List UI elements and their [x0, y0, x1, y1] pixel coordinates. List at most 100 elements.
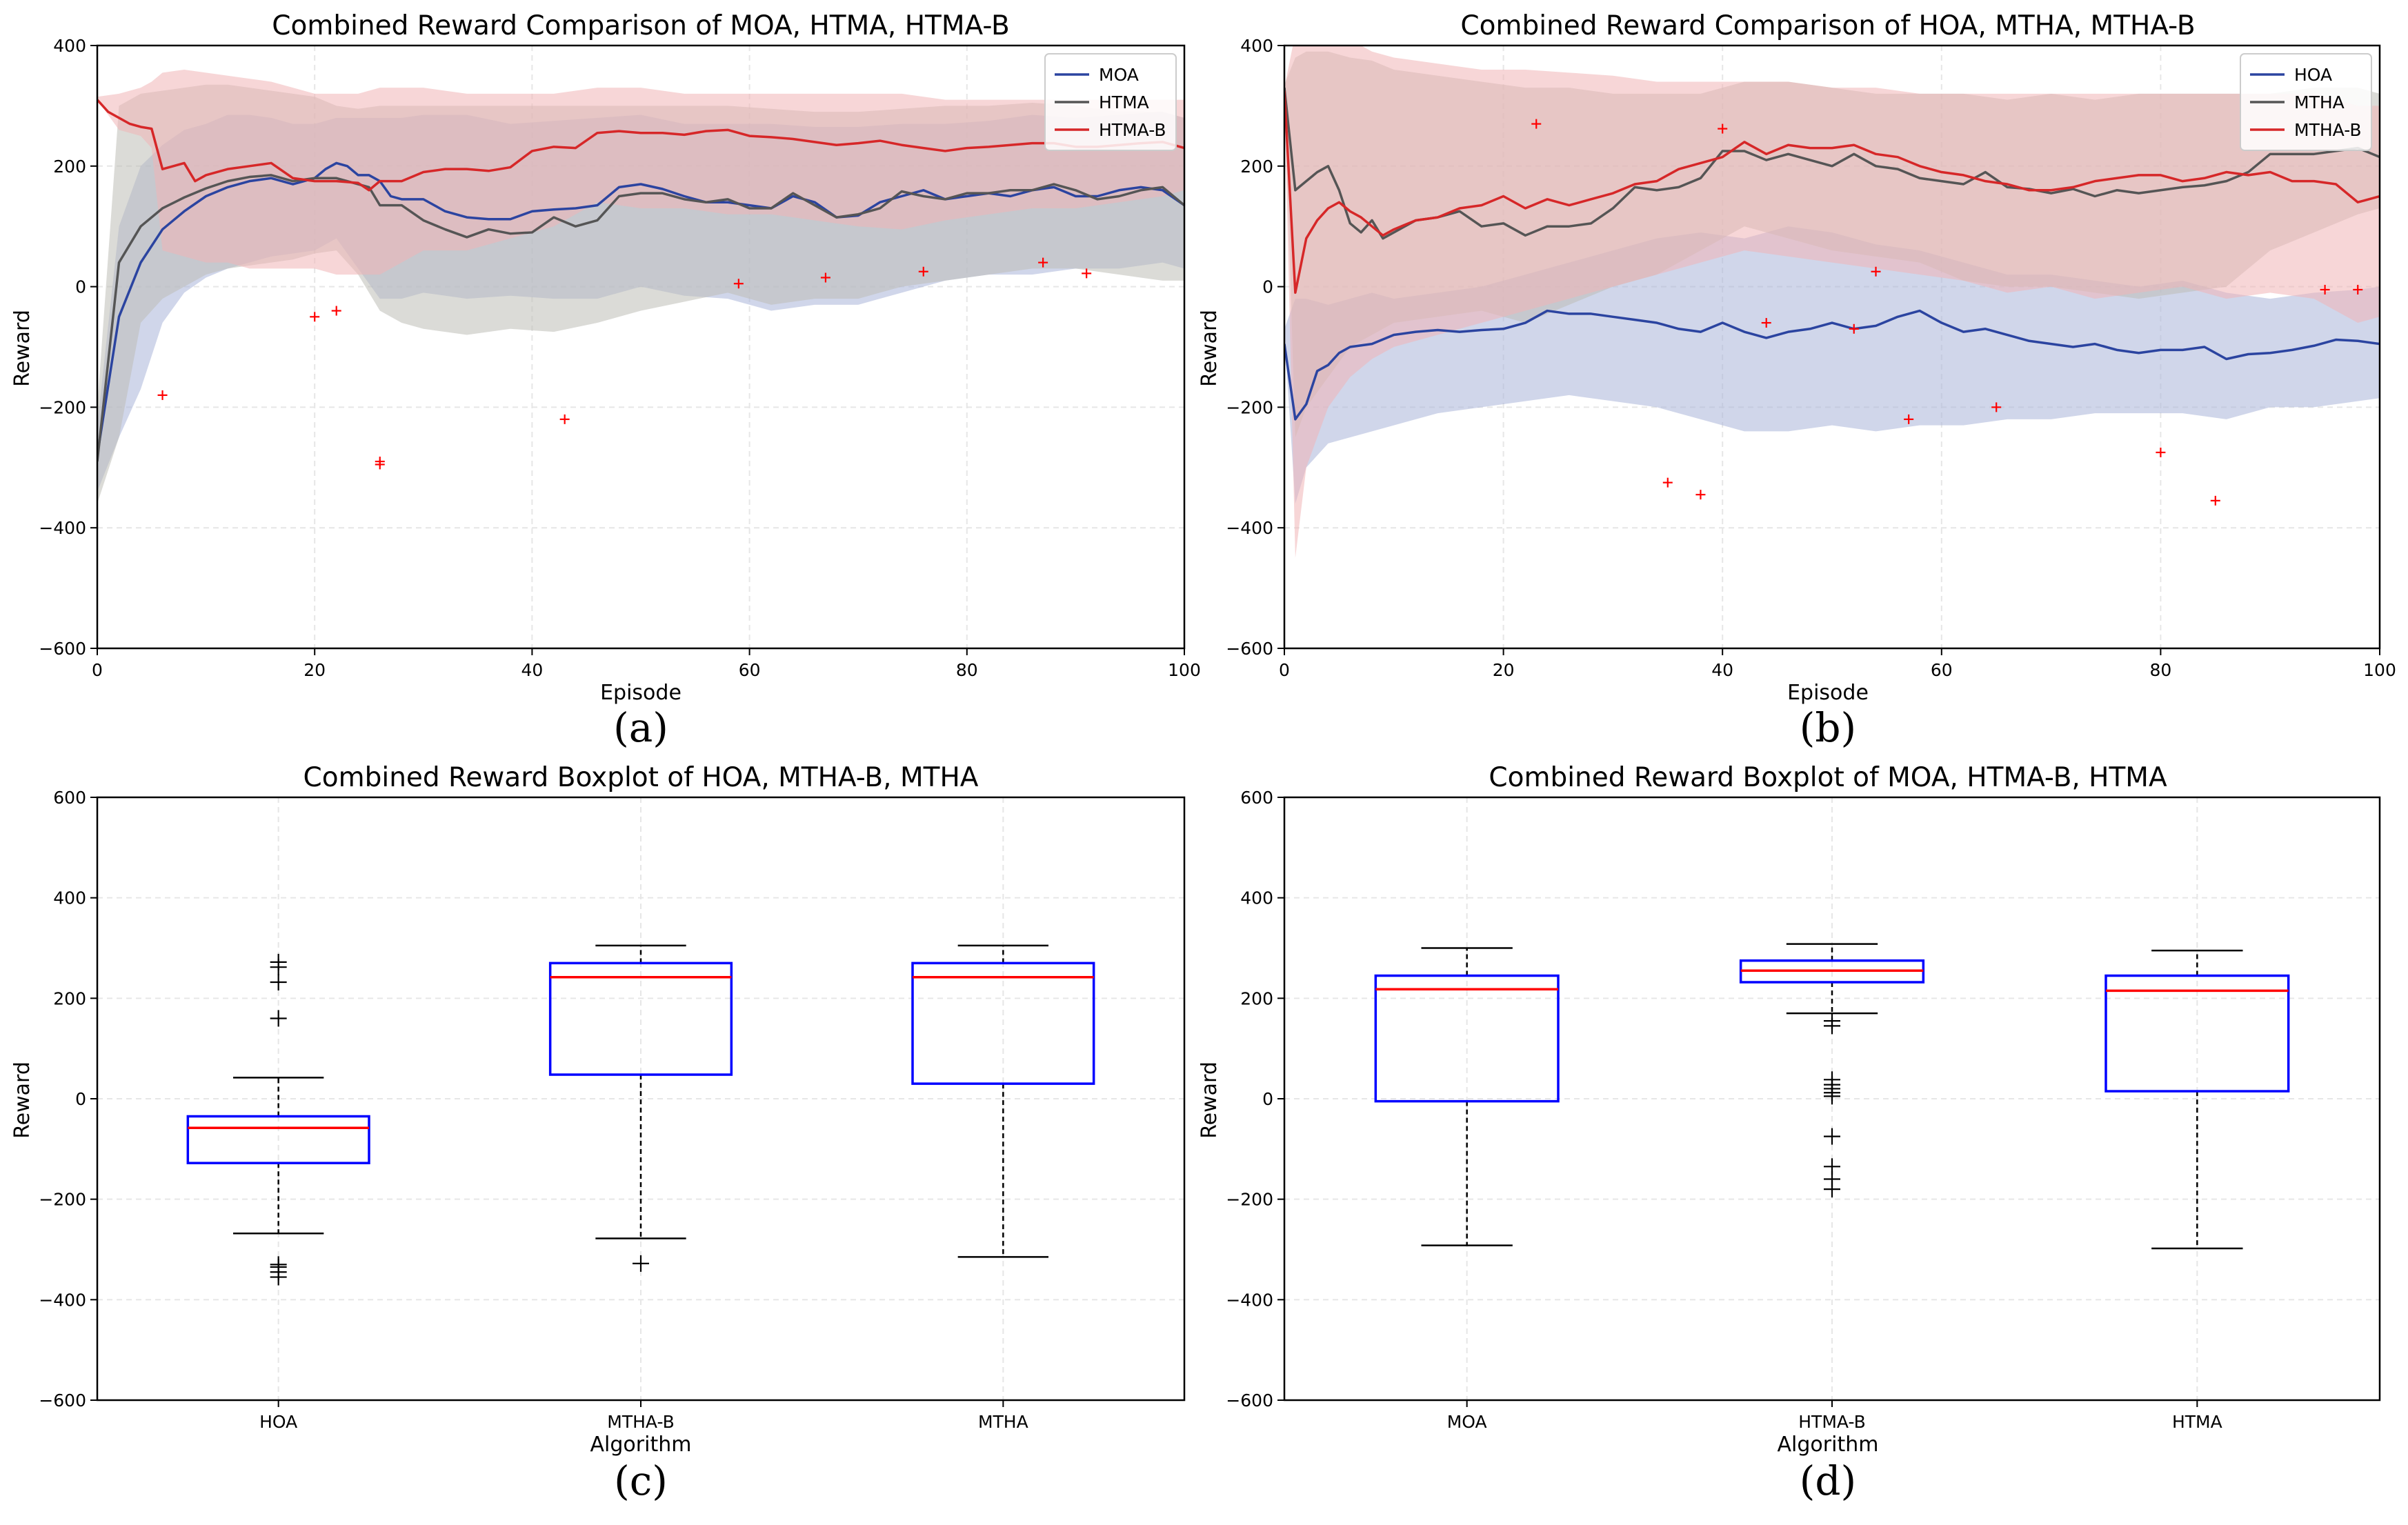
- x-tick-label: 20: [1493, 660, 1515, 680]
- panel-c-plot: HOA MTHA-B MTHA −600 −400 −200 0 200 400 600: [39, 788, 1186, 1432]
- panel-b: 0 20 40 60 80 100 −600 −400 −200 0 200 400 HOA MTHA MT…: [1197, 10, 2396, 751]
- series-line-htma: [97, 174, 1184, 462]
- panel-d-ylabel: Reward: [1197, 1061, 1222, 1139]
- y-tick-label: −600: [39, 639, 86, 659]
- series-line-mtha: [1284, 87, 2380, 240]
- series-line-htma-b: [97, 99, 1184, 192]
- x-tick-label: 0: [92, 660, 103, 680]
- box-htma: [2104, 949, 2290, 1250]
- outlier-point: [2353, 284, 2363, 295]
- outlier-point: [1904, 414, 1914, 424]
- outlier-point: [1849, 323, 1859, 334]
- flier-point: [1824, 1181, 1840, 1198]
- y-tick-label: 600: [53, 788, 86, 808]
- y-tick-label: −200: [39, 397, 86, 417]
- flier-point: [270, 974, 287, 991]
- panel-a-title: Combined Reward Comparison of MOA, HTMA,…: [272, 10, 1010, 41]
- box-body: [1374, 974, 1560, 1103]
- flier-point: [270, 1268, 287, 1286]
- box-hoa: [186, 953, 370, 1286]
- box-body: [548, 961, 733, 1076]
- outlier-point: [1991, 402, 2002, 412]
- y-tick-label: −600: [39, 1391, 86, 1411]
- legend-box: [1044, 53, 1177, 151]
- outlier-point: [918, 266, 928, 277]
- outlier-point: [1718, 123, 1728, 134]
- plot-inner: [1284, 46, 2380, 558]
- legend-box: [2240, 53, 2372, 151]
- outlier-point: [331, 306, 341, 316]
- plot-frame: [1283, 44, 2381, 650]
- y-tick-label: 400: [1240, 36, 1273, 56]
- y-tick-label: 0: [1262, 1089, 1273, 1109]
- outlier-point: [1038, 257, 1048, 268]
- panel-b-tag: (b): [1800, 704, 1856, 751]
- box-htma-b: [1739, 943, 1925, 1198]
- y-tick-label: 400: [1240, 888, 1273, 908]
- panel-d-title: Combined Reward Boxplot of MOA, HTMA-B, …: [1489, 762, 2167, 793]
- y-tick-label: 0: [1262, 277, 1273, 297]
- x-tick-label: HTMA: [2172, 1412, 2222, 1432]
- legend: HOA MTHA MTHA-B: [2240, 53, 2372, 151]
- y-tick-label: 0: [75, 1089, 86, 1109]
- y-tick-label: −400: [1226, 518, 1273, 538]
- x-tick-label: 60: [739, 660, 761, 680]
- box-body: [2104, 974, 2290, 1093]
- box-body: [186, 1115, 370, 1164]
- panel-c: HOA MTHA-B MTHA −600 −400 −200 0 200 400 600 Comb…: [10, 762, 1186, 1504]
- outlier-point: [157, 390, 168, 400]
- legend-label-mtha-b: MTHA-B: [2294, 120, 2361, 140]
- y-tick-label: −200: [1226, 1190, 1273, 1210]
- panel-b-title: Combined Reward Comparison of HOA, MTHA,…: [1460, 10, 2195, 41]
- y-tick-label: 600: [1240, 788, 1273, 808]
- outlier-point: [310, 312, 320, 322]
- y-tick-label: −200: [1226, 397, 1273, 417]
- panel-c-xlabel: Algorithm: [590, 1433, 692, 1457]
- x-tick-label: HOA: [259, 1412, 297, 1432]
- panel-d-plot: MOA HTMA-B HTMA −600 −400 −200 0 200 400 600: [1226, 788, 2381, 1432]
- flier-point: [633, 1255, 649, 1272]
- panel-b-plot: 0 20 40 60 80 100 −600 −400 −200 0 200 400 HOA MTHA MT…: [1226, 36, 2396, 680]
- panel-d-xlabel: Algorithm: [1778, 1433, 1879, 1457]
- x-tick-label: 100: [2363, 660, 2396, 680]
- y-tick-label: 200: [53, 157, 86, 177]
- outlier-point: [1871, 266, 1881, 277]
- x-tick-label: HTMA-B: [1798, 1412, 1865, 1432]
- series-line-mtha-b: [1284, 90, 2380, 295]
- y-tick-label: −400: [39, 1290, 86, 1310]
- outlier-point: [1662, 477, 1673, 488]
- x-tick-label: MOA: [1447, 1412, 1487, 1432]
- y-tick-label: 200: [1240, 157, 1273, 177]
- y-tick-label: −400: [39, 518, 86, 538]
- legend-label-mtha: MTHA: [2294, 92, 2345, 112]
- x-tick-label: 40: [1711, 660, 1733, 680]
- legend-label-hoa: HOA: [2294, 65, 2332, 85]
- series-line-hoa: [1284, 309, 2380, 421]
- outlier-point: [559, 414, 570, 424]
- y-tick-label: −600: [1226, 639, 1273, 659]
- y-tick-label: 200: [53, 988, 86, 1008]
- x-tick-label: 60: [1931, 660, 1953, 680]
- band-htma-b: [97, 69, 1184, 275]
- y-tick-label: 400: [53, 36, 86, 56]
- flier-point: [270, 1010, 287, 1027]
- outlier-point: [1695, 490, 1706, 500]
- box-moa: [1374, 947, 1560, 1246]
- outlier-point: [2156, 447, 2166, 457]
- outlier-point: [1082, 268, 1092, 279]
- flier-point: [1824, 1088, 1840, 1105]
- box-body: [911, 961, 1095, 1085]
- outlier-point: [2320, 284, 2330, 295]
- panel-a-ylabel: Reward: [10, 310, 34, 387]
- legend: MOA HTMA HTMA-B: [1044, 53, 1177, 151]
- outlier-point: [733, 279, 744, 289]
- box-mtha: [911, 944, 1095, 1258]
- x-tick-label: MTHA-B: [607, 1412, 674, 1432]
- flier-point: [1824, 1128, 1840, 1145]
- x-tick-label: 80: [956, 660, 978, 680]
- panel-a-plot: 0 20 40 60 80 100 −600 −400 −200 0 200 400 MOA HTMA HT…: [39, 36, 1201, 680]
- panel-b-ylabel: Reward: [1197, 310, 1222, 387]
- x-tick-label: 80: [2149, 660, 2171, 680]
- plot-inner: [97, 69, 1184, 504]
- plot-frame: [1283, 796, 2381, 1402]
